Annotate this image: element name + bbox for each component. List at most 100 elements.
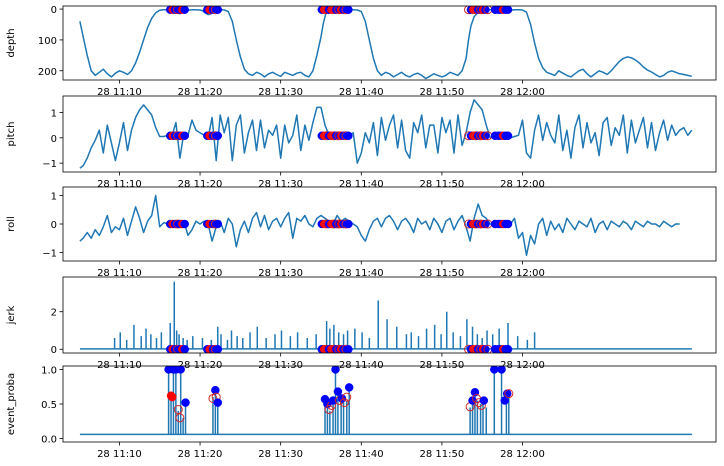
y-axis-label: event_proba: [6, 373, 17, 435]
pitch-event-marker: [180, 131, 189, 141]
x-tick-label: 28 11:20: [178, 87, 223, 98]
jerk-event-marker: [213, 344, 223, 353]
x-tick-label: 28 11:30: [258, 268, 303, 279]
pitch-series-line: [79, 99, 693, 169]
x-tick-label: 28 11:20: [178, 449, 223, 460]
x-tick-label: 28 11:30: [258, 87, 303, 98]
x-tick-label: 28 11:20: [178, 179, 223, 190]
event_proba-event-marker: [176, 366, 185, 374]
x-tick-label: 28 12:00: [500, 449, 545, 460]
plot-area: [79, 6, 692, 80]
pitch-event-marker: [481, 131, 490, 141]
y-tick-label: −1: [42, 248, 57, 259]
axes-frame: [62, 5, 717, 81]
x-tick-label: 28 12:00: [500, 268, 545, 279]
y-tick-label: 0.5: [41, 400, 57, 411]
y-tick-label: 2: [51, 308, 57, 319]
depth-panel: 0 100 200 depth 28 11:10 28 11:20 28 11:30 28 1…: [6, 5, 717, 98]
y-tick-label: −1: [42, 159, 57, 170]
event-proba-panel: 0.0 0.5 1.0 event_proba 28 11:10 28 11:20 28 1…: [6, 365, 717, 460]
pitch-event-marker: [344, 131, 353, 141]
x-tick-label: 28 11:40: [339, 268, 384, 279]
depth-event-marker: [344, 6, 353, 14]
y-axis-label: pitch: [6, 122, 17, 147]
axes-frame: [62, 186, 717, 262]
x-tick-label: 28 11:30: [258, 360, 303, 371]
x-tick-label: 28 11:10: [97, 179, 142, 190]
x-tick-label: 28 11:40: [339, 87, 384, 98]
axes-frame: [62, 95, 717, 173]
event_proba-event-marker: [344, 383, 354, 392]
x-tick-label: 28 11:10: [97, 360, 142, 371]
y-tick-label: 0: [51, 5, 57, 16]
x-tick-label: 28 12:00: [500, 87, 545, 98]
event_proba-event-marker: [333, 387, 343, 396]
plot-area: [79, 194, 680, 257]
axes-frame: [62, 365, 717, 443]
event_proba-event-marker: [504, 389, 514, 399]
x-tick-label: 28 12:00: [500, 360, 545, 371]
event_proba-event-marker: [211, 385, 220, 395]
jerk-event-marker: [180, 344, 189, 353]
x-tick-label: 28 11:50: [420, 87, 465, 98]
event_proba-event-marker: [331, 366, 340, 374]
x-tick-label: 28 11:20: [178, 360, 223, 371]
y-tick-label: 0: [51, 220, 57, 231]
y-tick-label: 200: [38, 67, 57, 78]
y-tick-label: 1: [51, 192, 57, 203]
jerk-panel: 0 2 jerk 28 11:10 28 11:20 28 11:30 28 11:40 28…: [6, 276, 717, 371]
event_proba-event-marker: [173, 405, 183, 415]
roll-event-marker: [213, 219, 223, 229]
depth-series-line: [79, 8, 692, 80]
y-axis-label: jerk: [6, 305, 17, 325]
roll-event-marker: [481, 219, 490, 229]
x-tick-label: 28 12:00: [500, 179, 545, 190]
x-tick-label: 28 11:30: [258, 449, 303, 460]
x-tick-label: 28 11:40: [339, 179, 384, 190]
event_proba-event-marker: [342, 392, 352, 402]
y-tick-label: 0: [51, 134, 57, 145]
event_proba-event-marker: [490, 366, 499, 374]
y-axis-label: roll: [6, 216, 17, 232]
plot-area: [79, 366, 692, 436]
roll-event-marker: [180, 219, 189, 229]
pitch-event-marker: [213, 131, 223, 141]
y-tick-label: 1.0: [41, 365, 57, 376]
plot-area: [79, 99, 693, 169]
depth-event-marker: [481, 6, 490, 14]
x-tick-label: 28 11:20: [178, 268, 223, 279]
event_proba-event-marker: [175, 413, 185, 423]
x-tick-label: 28 11:40: [339, 360, 384, 371]
y-tick-label: 0: [51, 345, 57, 356]
event_proba-event-marker: [497, 366, 506, 374]
jerk-event-marker: [481, 344, 490, 353]
x-tick-label: 28 11:40: [339, 449, 384, 460]
x-tick-label: 28 11:30: [258, 179, 303, 190]
jerk-event-marker: [503, 344, 513, 353]
roll-panel: −1 0 1 roll 28 11:10 28 11:20 28 11:30 28 11:40…: [6, 186, 717, 279]
event_proba-event-marker: [339, 398, 349, 408]
y-tick-label: 0.0: [41, 435, 57, 446]
pitch-panel: −1 0 1 pitch 28 11:10 28 11:20 28 11:30 28 11:4…: [6, 95, 717, 190]
x-tick-label: 28 11:10: [97, 87, 142, 98]
event_proba-event-marker: [328, 396, 338, 405]
y-tick-label: 1: [51, 108, 57, 119]
event_proba-event-marker: [213, 398, 223, 407]
x-tick-label: 28 11:50: [420, 360, 465, 371]
plot-area: [79, 281, 692, 353]
x-tick-label: 28 11:10: [97, 268, 142, 279]
depth-event-marker: [503, 6, 513, 14]
event_proba-event-marker: [181, 398, 190, 407]
x-tick-label: 28 11:50: [420, 449, 465, 460]
axes-frame: [62, 276, 717, 354]
x-tick-label: 28 11:50: [420, 179, 465, 190]
event_proba-event-marker: [479, 396, 489, 405]
pitch-event-marker: [503, 131, 513, 141]
y-tick-label: 100: [38, 36, 57, 47]
depth-event-marker: [180, 6, 189, 14]
depth-event-marker: [213, 6, 223, 14]
roll-event-marker: [344, 219, 353, 229]
y-axis-label: depth: [6, 28, 17, 57]
x-tick-label: 28 11:50: [420, 268, 465, 279]
